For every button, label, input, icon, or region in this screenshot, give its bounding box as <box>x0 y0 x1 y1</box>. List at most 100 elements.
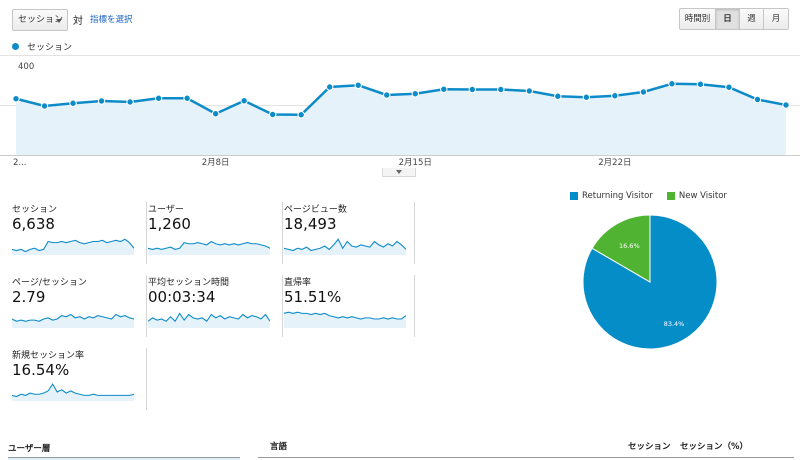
metric-sparkline <box>284 311 406 328</box>
data-point[interactable] <box>354 81 362 89</box>
x-tick-label: 2月15日 <box>399 158 432 168</box>
metric-tile[interactable]: 新規セッション率 16.54% <box>12 348 147 410</box>
period-day-button[interactable]: 日 <box>716 9 740 29</box>
data-point[interactable] <box>440 85 448 93</box>
demographics-header: ユーザー層 <box>8 444 51 454</box>
area-fill <box>16 83 786 155</box>
sparkline-fill <box>284 239 406 255</box>
data-point[interactable] <box>69 99 77 107</box>
language-table-header: 言語 セッション セッション（%） <box>258 436 794 458</box>
metric-tile[interactable]: ページビュー数 18,493 <box>284 202 415 264</box>
metric-sparkline <box>148 240 270 255</box>
metric-value: 18,493 <box>284 215 337 233</box>
bottom-tables: ユーザー層 言語 セッション セッション（%） <box>0 436 800 460</box>
data-point[interactable] <box>183 94 191 102</box>
pie-legend-returning[interactable]: Returning Visitor <box>570 191 653 201</box>
visitor-type-pie-chart: 83.4% 16.6% <box>582 214 718 350</box>
metric-tile[interactable]: セッション 6,638 <box>12 202 147 264</box>
metric-tile[interactable]: 平均セッション時間 00:03:34 <box>148 275 283 337</box>
metric-label: ページ/セッション <box>12 278 87 288</box>
metric-tile[interactable]: 直帰率 51.51% <box>284 275 415 337</box>
sparkline-line <box>12 238 134 253</box>
sparkline-line <box>12 313 134 322</box>
sparkline-fill <box>284 312 406 328</box>
column-sessions-pct: セッション（%） <box>680 442 749 452</box>
data-point[interactable] <box>211 110 220 118</box>
metric-value: 16.54% <box>12 361 70 379</box>
period-week-button[interactable]: 週 <box>740 9 764 29</box>
x-tick-label: 2月22日 <box>598 158 631 168</box>
data-point[interactable] <box>383 91 391 99</box>
data-point[interactable] <box>126 98 134 106</box>
metric-value: 51.51% <box>284 288 342 306</box>
metric-value: 00:03:34 <box>148 288 216 306</box>
x-tick-label: 2... <box>13 158 27 168</box>
period-hourly-button[interactable]: 時間別 <box>680 9 716 29</box>
metric-value: 1,260 <box>148 215 191 233</box>
metric-tile[interactable]: ユーザー 1,260 <box>148 202 283 264</box>
data-point[interactable] <box>725 83 733 91</box>
sparkline-line <box>148 312 270 323</box>
data-point[interactable] <box>668 80 676 88</box>
sparkline-fill <box>12 239 134 255</box>
data-point[interactable] <box>40 102 49 110</box>
data-point[interactable] <box>497 85 505 94</box>
data-point[interactable] <box>782 101 790 109</box>
metric-select-value: セッション <box>18 15 64 25</box>
metric-sparkline <box>12 313 134 328</box>
data-point[interactable] <box>468 85 476 94</box>
vs-label: 対 <box>73 16 83 27</box>
select-metric-link[interactable]: 指標を選択 <box>90 15 133 25</box>
data-point[interactable] <box>611 92 619 100</box>
data-point[interactable] <box>97 97 106 105</box>
main-chart-legend-label: セッション <box>27 43 73 53</box>
metric-sparkline <box>284 238 406 255</box>
sparkline-line <box>284 238 406 252</box>
metric-sparkline <box>148 312 270 328</box>
sparkline-line <box>284 311 406 320</box>
sparkline-line <box>12 383 134 398</box>
period-month-button[interactable]: 月 <box>764 9 788 29</box>
sparkline-fill <box>12 314 134 328</box>
sparkline-line <box>148 240 270 250</box>
pie-legend-new[interactable]: New Visitor <box>666 191 727 201</box>
metric-label: 平均セッション時間 <box>148 278 230 288</box>
data-point[interactable] <box>297 111 305 119</box>
series-dot-icon <box>12 43 19 50</box>
column-language: 言語 <box>270 442 288 452</box>
data-point[interactable] <box>582 93 591 101</box>
selected-row-highlight <box>8 458 240 460</box>
metric-tile[interactable]: ページ/セッション 2.79 <box>12 275 147 337</box>
demographics-panel: ユーザー層 <box>8 436 240 460</box>
data-point[interactable] <box>12 95 20 103</box>
pie-slice-label: 16.6% <box>619 242 640 250</box>
metric-label: 直帰率 <box>284 278 312 288</box>
column-sessions: セッション <box>628 442 671 452</box>
data-point[interactable] <box>639 88 648 96</box>
data-point[interactable] <box>753 95 762 104</box>
metric-value: 6,638 <box>12 215 55 233</box>
pie-slice[interactable] <box>591 214 651 283</box>
main-chart-legend: セッション <box>12 40 72 53</box>
metric-label: ユーザー <box>148 205 184 215</box>
data-point[interactable] <box>554 92 562 100</box>
metric-sparkline <box>12 383 134 401</box>
returning-swatch-icon <box>570 192 578 200</box>
data-point[interactable] <box>326 83 334 91</box>
collapse-chart-handle[interactable] <box>382 168 416 177</box>
metric-select[interactable]: セッション <box>12 9 68 31</box>
data-point[interactable] <box>696 80 705 88</box>
metric-sparkline <box>12 238 134 255</box>
data-point[interactable] <box>240 97 248 105</box>
pie-legend: Returning Visitor New Visitor <box>570 191 741 201</box>
chart-toolbar: セッション 対 指標を選択 時間別 日 週 月 <box>0 0 800 40</box>
data-point[interactable] <box>154 94 163 102</box>
metric-value: 2.79 <box>12 288 46 306</box>
metric-label: ページビュー数 <box>284 205 347 215</box>
data-point[interactable] <box>268 110 277 119</box>
data-point[interactable] <box>525 87 534 95</box>
data-point[interactable] <box>411 90 419 98</box>
pie-legend-label: Returning Visitor <box>582 191 653 201</box>
new-swatch-icon <box>666 192 675 200</box>
